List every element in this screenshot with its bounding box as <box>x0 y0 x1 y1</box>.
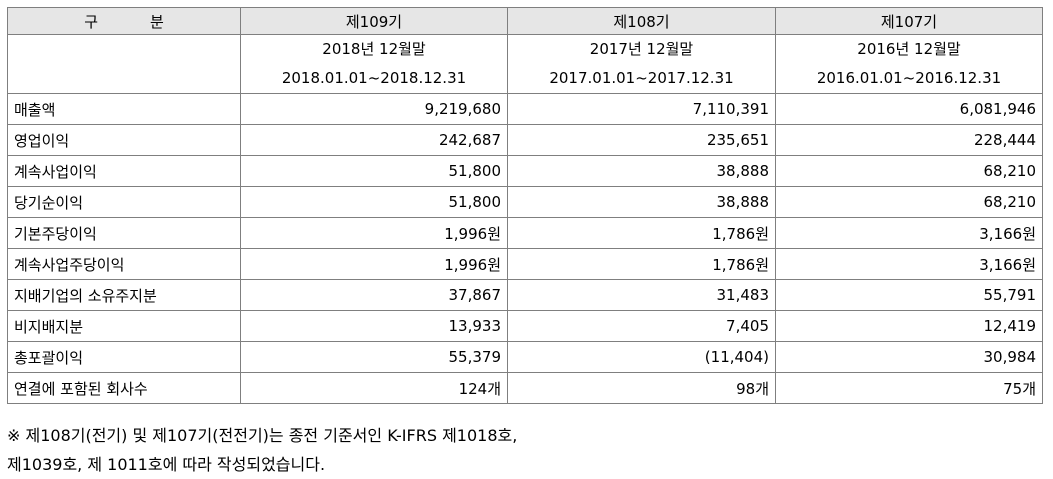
row-value: 9,219,680 <box>240 93 508 125</box>
row-label: 당기순이익 <box>7 186 241 218</box>
period-dates-row: 2018년 12월말 2018.01.01~2018.12.31 2017년 1… <box>7 34 1043 94</box>
row-label: 총포괄이익 <box>7 341 241 373</box>
header-gubun-char-1: 구 <box>84 12 98 31</box>
row-value: 51,800 <box>240 186 508 218</box>
row-value: 235,651 <box>507 124 776 156</box>
row-value: 1,996원 <box>240 217 508 249</box>
row-label: 계속사업이익 <box>7 155 241 187</box>
table-row: 계속사업주당이익 1,996원 1,786원 3,166원 <box>7 248 1043 280</box>
row-value: 3,166원 <box>775 248 1043 280</box>
row-value: 38,888 <box>507 186 776 218</box>
row-value: 12,419 <box>775 310 1043 342</box>
table-body: 매출액 9,219,680 7,110,391 6,081,946 영업이익 242,68… <box>7 93 1043 404</box>
table-row: 매출액 9,219,680 7,110,391 6,081,946 <box>7 93 1043 125</box>
period-dates-108: 2017년 12월말 2017.01.01~2017.12.31 <box>507 34 776 94</box>
table-row: 지배기업의 소유주지분 37,867 31,483 55,791 <box>7 279 1043 311</box>
footnote-line-1: ※ 제108기(전기) 및 제107기(전전기)는 종전 기준서인 K-IFRS… <box>7 426 518 445</box>
header-period-107: 제107기 <box>775 7 1043 35</box>
period-range-108: 2017.01.01~2017.12.31 <box>549 69 734 87</box>
row-value: 68,210 <box>775 155 1043 187</box>
period-date-109: 2018년 12월말 <box>322 40 426 58</box>
period-dates-blank <box>7 34 241 94</box>
table-row: 계속사업이익 51,800 38,888 68,210 <box>7 155 1043 187</box>
row-label: 매출액 <box>7 93 241 125</box>
header-gubun-char-2: 분 <box>150 12 164 31</box>
row-value: (11,404) <box>507 341 776 373</box>
row-value: 7,110,391 <box>507 93 776 125</box>
row-value: 124개 <box>240 372 508 404</box>
table-row: 영업이익 242,687 235,651 228,444 <box>7 124 1043 156</box>
table-row: 총포괄이익 55,379 (11,404) 30,984 <box>7 341 1043 373</box>
row-value: 98개 <box>507 372 776 404</box>
row-value: 1,786원 <box>507 248 776 280</box>
row-value: 37,867 <box>240 279 508 311</box>
period-dates-109: 2018년 12월말 2018.01.01~2018.12.31 <box>240 34 508 94</box>
row-label: 지배기업의 소유주지분 <box>7 279 241 311</box>
row-value: 1,786원 <box>507 217 776 249</box>
row-value: 30,984 <box>775 341 1043 373</box>
header-period-109: 제109기 <box>240 7 508 35</box>
row-label: 비지배지분 <box>7 310 241 342</box>
row-label: 계속사업주당이익 <box>7 248 241 280</box>
table-row: 비지배지분 13,933 7,405 12,419 <box>7 310 1043 342</box>
table-row: 기본주당이익 1,996원 1,786원 3,166원 <box>7 217 1043 249</box>
row-value: 55,379 <box>240 341 508 373</box>
table-row: 연결에 포함된 회사수 124개 98개 75개 <box>7 372 1043 404</box>
row-value: 31,483 <box>507 279 776 311</box>
row-value: 38,888 <box>507 155 776 187</box>
row-value: 242,687 <box>240 124 508 156</box>
row-value: 228,444 <box>775 124 1043 156</box>
row-label: 영업이익 <box>7 124 241 156</box>
row-value: 51,800 <box>240 155 508 187</box>
period-dates-107: 2016년 12월말 2016.01.01~2016.12.31 <box>775 34 1043 94</box>
header-period-108: 제108기 <box>507 7 776 35</box>
row-value: 55,791 <box>775 279 1043 311</box>
row-label: 기본주당이익 <box>7 217 241 249</box>
table-row: 당기순이익 51,800 38,888 68,210 <box>7 186 1043 218</box>
row-value: 75개 <box>775 372 1043 404</box>
row-value: 13,933 <box>240 310 508 342</box>
period-date-107: 2016년 12월말 <box>857 40 961 58</box>
period-date-108: 2017년 12월말 <box>589 40 694 58</box>
period-range-107: 2016.01.01~2016.12.31 <box>816 69 1002 87</box>
row-value: 6,081,946 <box>775 93 1043 125</box>
row-value: 7,405 <box>507 310 776 342</box>
row-label: 연결에 포함된 회사수 <box>7 372 241 404</box>
row-value: 68,210 <box>775 186 1043 218</box>
row-value: 1,996원 <box>240 248 508 280</box>
row-value: 3,166원 <box>775 217 1043 249</box>
footnote-line-2: 제1039호, 제 1011호에 따라 작성되었습니다. <box>7 455 326 474</box>
period-range-109: 2018.01.01~2018.12.31 <box>281 69 467 87</box>
